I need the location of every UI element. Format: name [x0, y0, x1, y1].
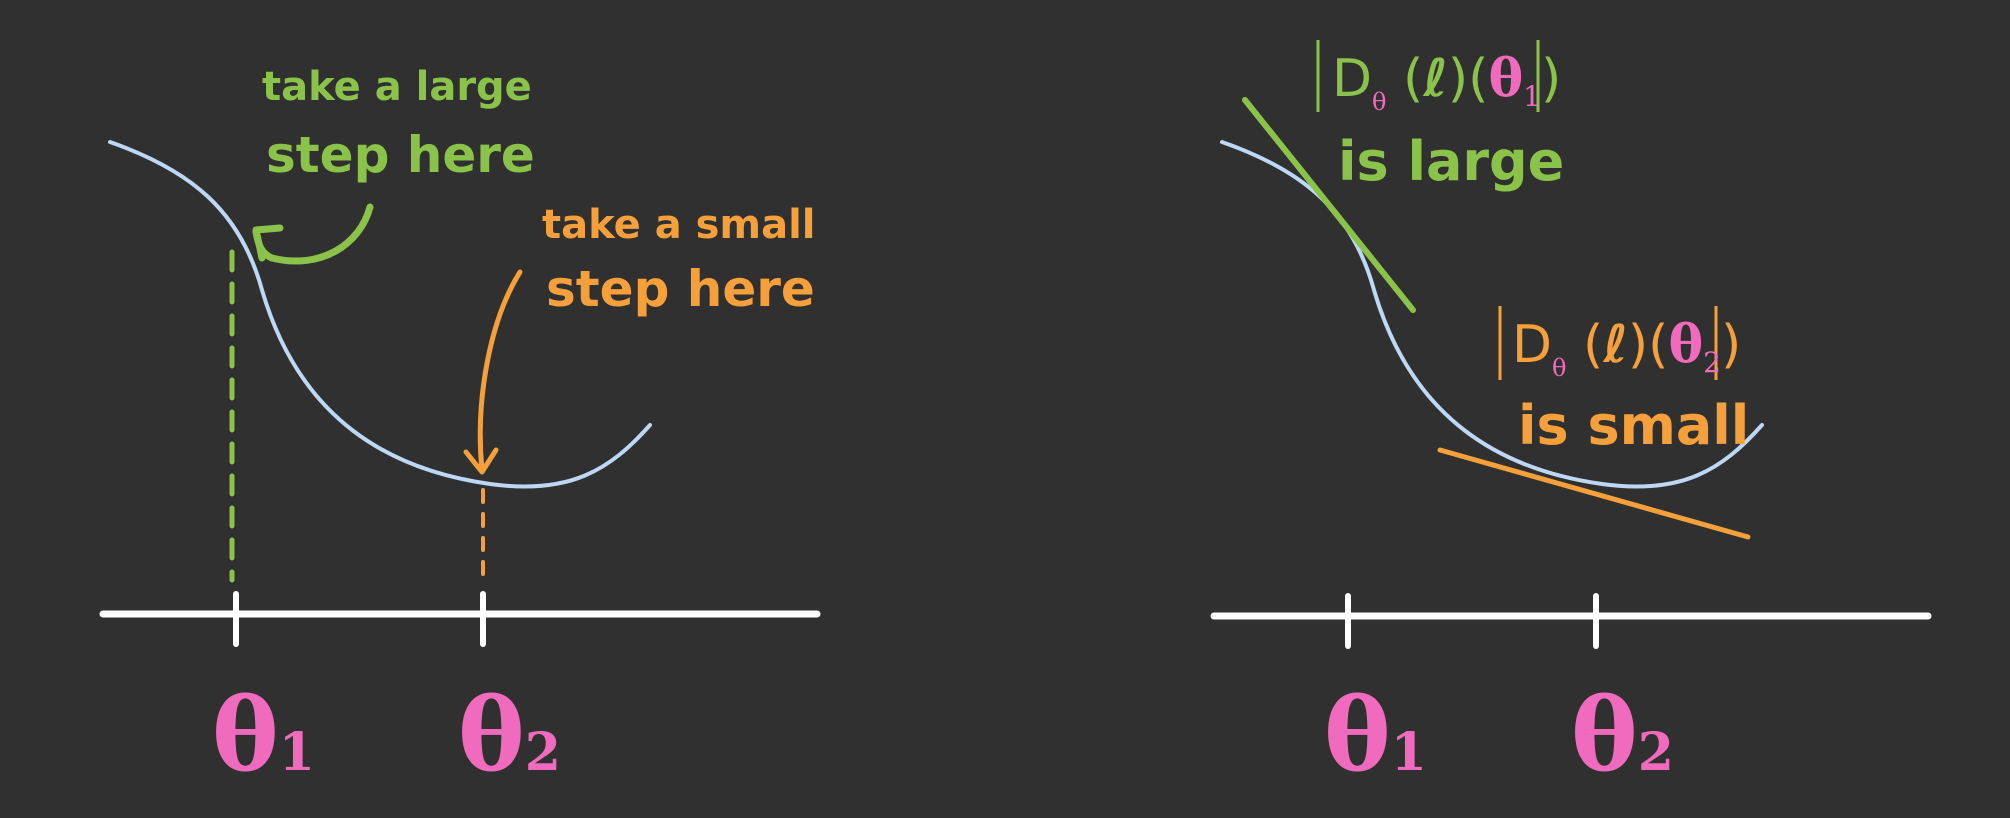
tangent-line-theta2 — [1437, 447, 1751, 540]
right-theta2-label: θ2 — [1571, 676, 1674, 794]
small-step-arrow — [477, 269, 523, 473]
small-step-label-line1: take a small — [542, 202, 816, 248]
large-derivative-expression: Dθ (ℓ)(θ1) is large — [1316, 40, 1564, 193]
left-panel: take a large step here take a small step… — [99, 64, 821, 794]
right-panel: Dθ (ℓ)(θ1) is large Dθ (ℓ)(θ2) is small … — [1210, 40, 1932, 794]
large-step-arrowhead — [252, 224, 284, 262]
small-derivative-formula: Dθ (ℓ)(θ2) — [1512, 314, 1741, 382]
large-step-label-line1: take a large — [262, 64, 532, 110]
right-theta1-subscript: 1 — [1391, 722, 1427, 783]
left-theta1-subscript: 1 — [279, 722, 315, 783]
large-arg: ℓ — [1422, 49, 1448, 109]
large-derivative-formula: Dθ (ℓ)(θ1) — [1332, 48, 1561, 116]
small-derivative-caption: is small — [1518, 394, 1749, 457]
small-point: θ — [1668, 314, 1703, 375]
large-derivative-caption: is large — [1338, 130, 1564, 193]
left-theta1-label: θ1 — [212, 676, 315, 794]
small-derivative-expression: Dθ (ℓ)(θ2) is small — [1498, 306, 1749, 457]
large-step-arrow — [252, 203, 374, 265]
right-theta1-label: θ1 — [1324, 676, 1427, 794]
large-op-subscript: θ — [1372, 88, 1386, 116]
small-point-subscript: 2 — [1703, 346, 1721, 379]
small-op-subscript: θ — [1552, 354, 1566, 382]
small-arg: ℓ — [1602, 315, 1628, 375]
large-point: θ — [1488, 48, 1523, 109]
left-theta2-label: θ2 — [458, 676, 561, 794]
small-step-arrowhead — [463, 447, 499, 475]
small-step-label-line2: step here — [546, 260, 815, 318]
left-loss-curve — [108, 140, 652, 489]
large-point-subscript: 1 — [1523, 80, 1541, 113]
large-step-label-line2: step here — [266, 126, 535, 184]
tangent-line-theta1 — [1242, 97, 1416, 313]
right-theta2-subscript: 2 — [1638, 722, 1674, 783]
left-theta2-subscript: 2 — [525, 722, 561, 783]
